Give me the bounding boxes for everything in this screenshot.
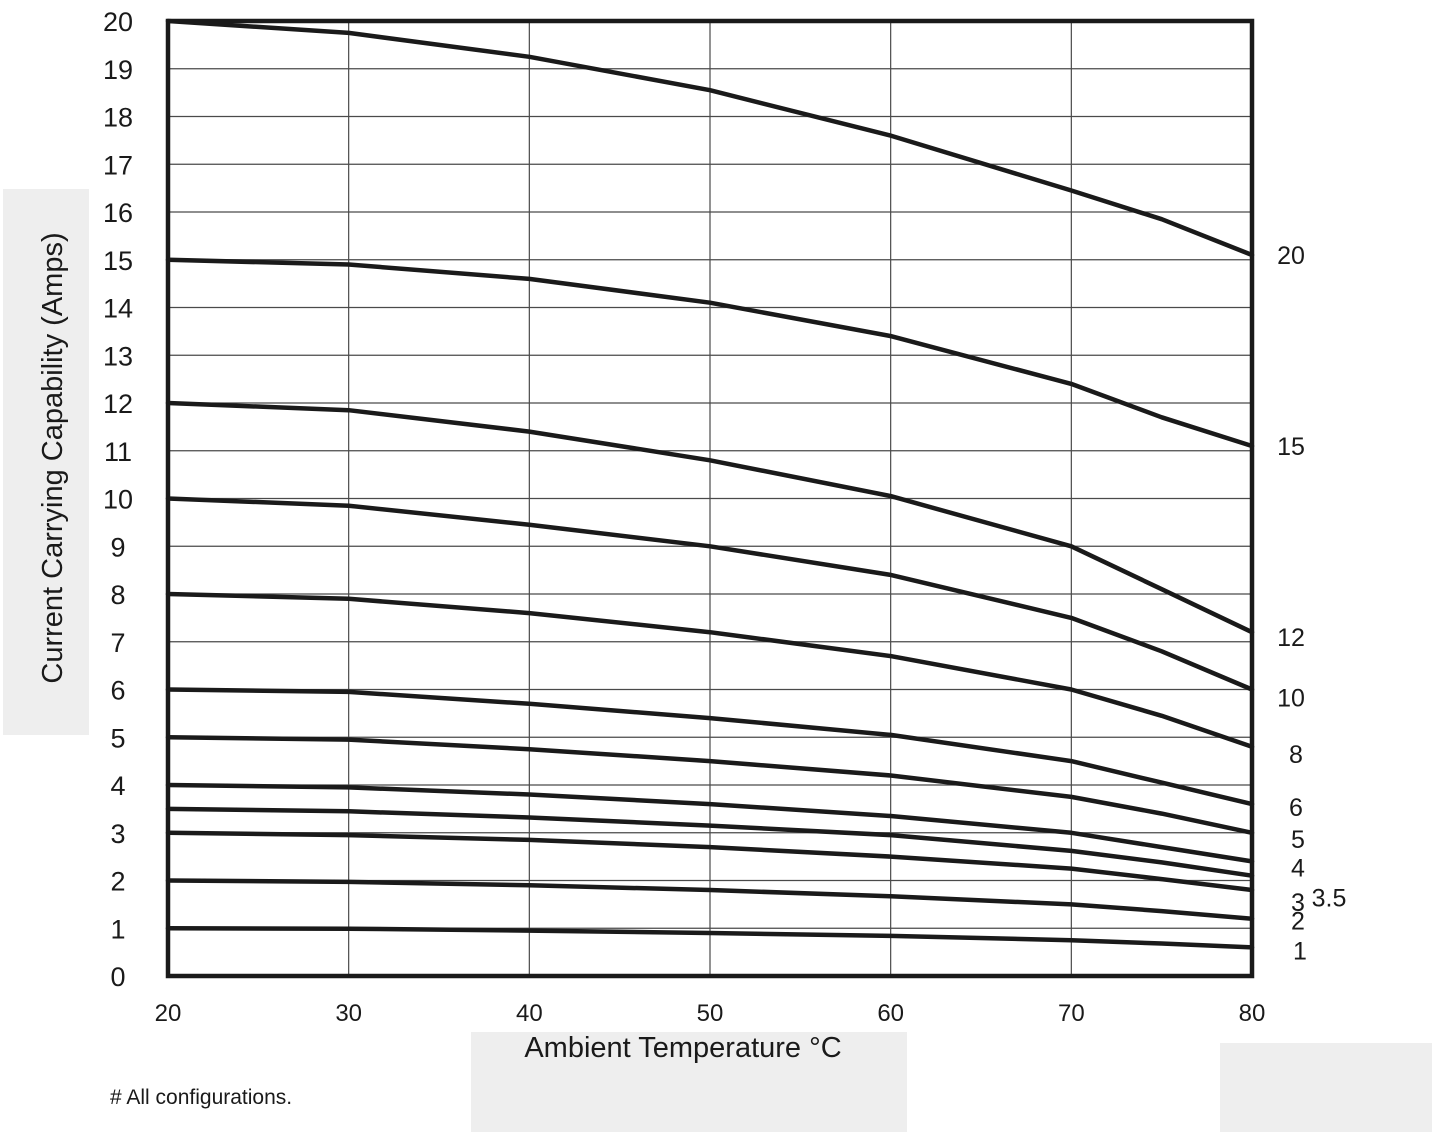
grid [167, 20, 1253, 977]
series-label-1: 1 [1293, 937, 1307, 965]
series-label-4: 4 [1291, 854, 1305, 882]
series-line-15 [165, 257, 1255, 449]
xlabel-background [471, 1032, 907, 1132]
series-label-8: 8 [1289, 741, 1303, 769]
x-tick-label: 20 [155, 1000, 182, 1027]
y-tick-label: 11 [104, 437, 132, 467]
y-tick-label: 2 [110, 867, 125, 897]
y-tick-label: 6 [110, 676, 125, 706]
series-line-10 [165, 496, 1255, 692]
y-tick-label: 20 [103, 7, 133, 37]
y-tick-label: 0 [110, 962, 125, 992]
x-tick-label: 30 [335, 1000, 362, 1027]
series-line-6 [165, 687, 1255, 807]
series-line-3 [165, 830, 1255, 893]
y-tick-label: 7 [110, 628, 125, 658]
y-tick-label: 16 [103, 198, 133, 228]
x-tick-label: 80 [1239, 1000, 1266, 1027]
x-tick-label: 70 [1058, 1000, 1085, 1027]
x-tick-label: 60 [877, 1000, 904, 1027]
footnote: # All configurations. [110, 1086, 293, 1109]
series-line-8 [165, 591, 1255, 750]
series-label-3-5: 3.5 [1312, 885, 1347, 913]
series-label-10: 10 [1277, 685, 1305, 713]
series-label-12: 12 [1277, 624, 1305, 652]
y-tick-label: 19 [103, 55, 133, 85]
plot-frame [165, 18, 1255, 979]
y-tick-label: 15 [103, 246, 133, 276]
x-tick-label: 50 [697, 1000, 724, 1027]
series-label-3: 3 [1291, 889, 1305, 917]
x-tick-labels: 20 30 40 50 60 70 80 [155, 1000, 1266, 1027]
series-lines [165, 18, 1255, 950]
x-axis-title: Ambient Temperature °C [524, 1032, 841, 1064]
series-label-6: 6 [1289, 794, 1303, 822]
y-tick-label: 1 [110, 914, 125, 944]
y-tick-label: 12 [103, 389, 133, 419]
corner-background [1220, 1043, 1432, 1132]
ylabel-background [3, 189, 89, 735]
y-tick-label: 9 [110, 532, 125, 562]
series-line-3-5 [165, 806, 1255, 878]
y-tick-label: 13 [103, 341, 133, 371]
y-tick-label: 5 [110, 723, 125, 753]
y-tick-label: 3 [110, 819, 125, 849]
y-axis-title: Current Carrying Capability (Amps) [37, 232, 69, 683]
series-label-2: 2 [1291, 908, 1305, 936]
y-tick-label: 14 [103, 294, 133, 324]
series-line-4 [165, 782, 1255, 864]
series-label-5: 5 [1291, 826, 1305, 854]
series-line-2 [165, 878, 1255, 921]
y-tick-label: 4 [110, 771, 125, 801]
y-tick-label: 17 [103, 150, 133, 180]
y-tick-label: 8 [110, 580, 125, 610]
series-label-20: 20 [1277, 242, 1305, 270]
y-tick-label: 10 [103, 485, 133, 515]
x-tick-label: 40 [516, 1000, 543, 1027]
series-line-12 [165, 400, 1255, 635]
series-label-15: 15 [1277, 433, 1305, 461]
y-tick-label: 18 [103, 103, 133, 133]
series-line-20 [165, 18, 1255, 258]
series-line-1 [165, 926, 1255, 950]
series-line-5 [165, 735, 1255, 836]
